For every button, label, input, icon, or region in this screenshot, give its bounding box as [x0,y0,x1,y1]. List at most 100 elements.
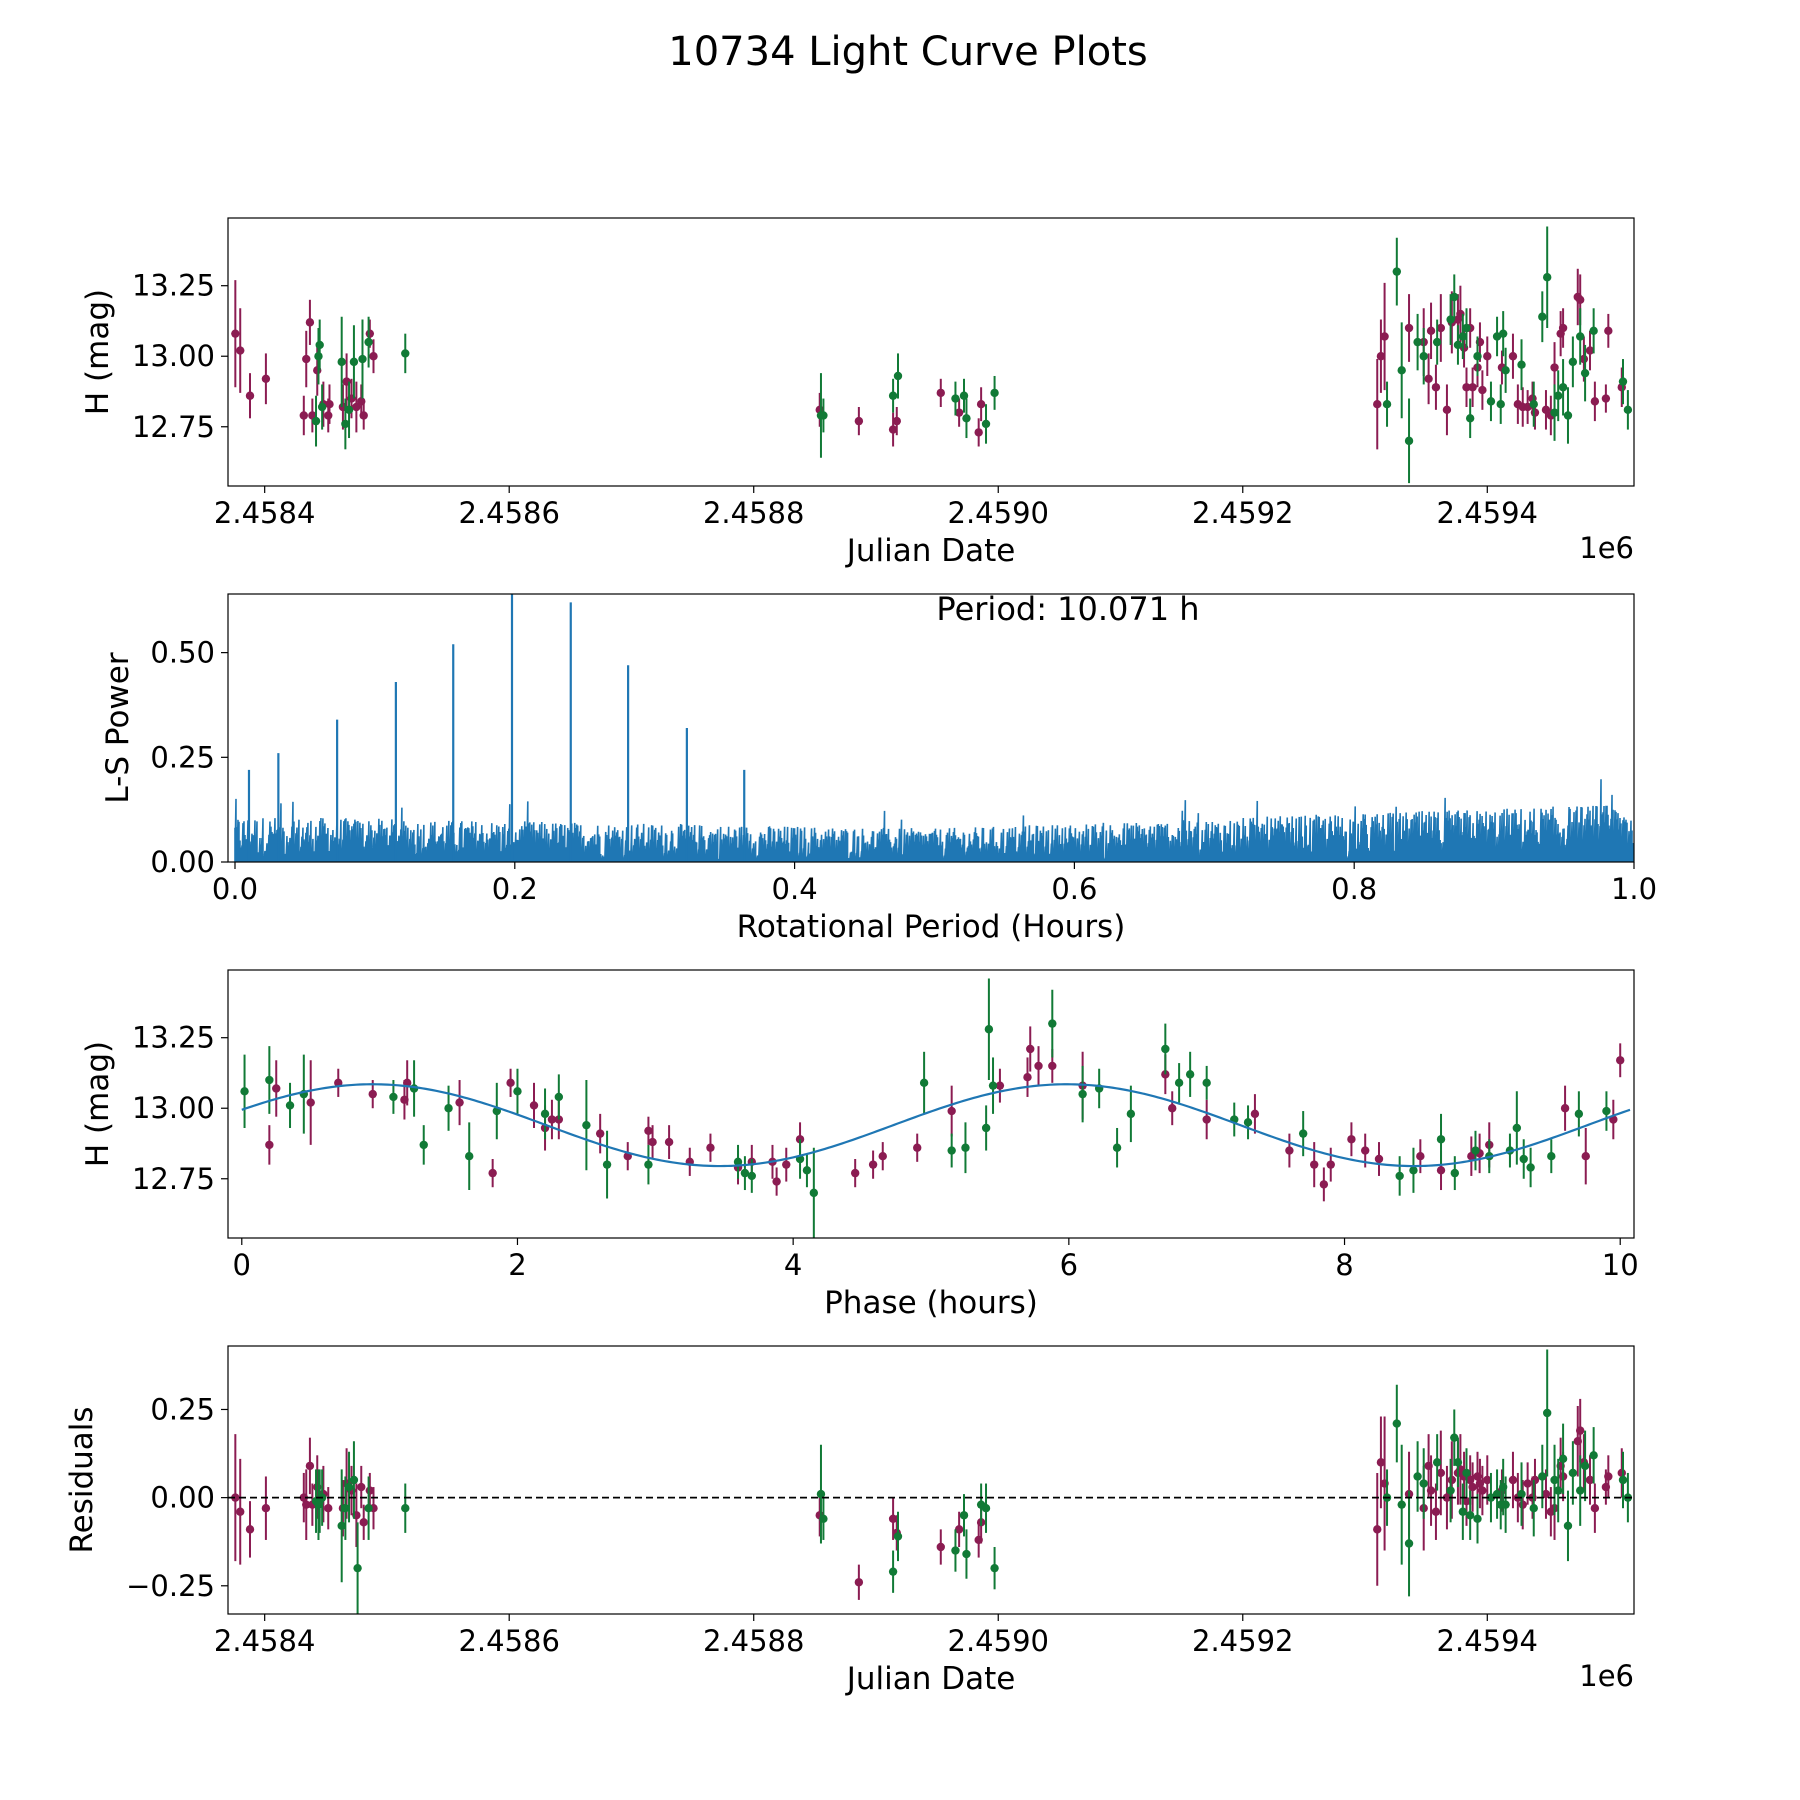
residuals-x-tick-label: 2.4584 [214,1624,315,1658]
light-curve-point [1517,360,1526,369]
light-curve-x-tick-label: 2.4590 [948,496,1049,530]
residuals-data-layer [228,1349,1634,1614]
light-curve-x-offset: 1e6 [1579,531,1634,565]
phased-x-tick-label: 4 [784,1248,802,1282]
light-curve-point [1458,332,1468,341]
residuals-point [1542,1408,1552,1418]
light-curve-point [1618,377,1628,386]
residuals-x-tick-label: 2.4590 [948,1624,1049,1658]
periodogram-x-tick-label: 0.6 [1051,872,1097,906]
residuals-point [1413,1472,1422,1481]
light-curve-point [245,391,255,400]
phased-ticks: 0 2 4 6 8 10 12.75 13.00 13.25 [132,1021,1639,1282]
phased-axes-frame [227,969,1635,1239]
light-curve-point [1580,368,1590,378]
periodogram-x-tick-label: 0.2 [492,872,538,906]
residuals-point [1541,1489,1551,1499]
phased-point [1126,1109,1136,1119]
light-curve-point [1413,337,1422,347]
residuals-point [261,1504,271,1513]
phased-point [1547,1151,1556,1161]
phased-point [772,1177,781,1186]
light-curve-point [352,402,361,412]
phased-x-tick-label: 0 [233,1248,251,1282]
light-curve-point [314,352,323,361]
light-curve-point [369,352,378,361]
light-curve-point [324,411,333,420]
residuals-point [1589,1451,1598,1460]
light-curve-point [892,416,901,426]
residuals-point [1392,1419,1402,1428]
light-curve-ylabel: H (mag) [80,289,116,415]
light-curve-y-tick-label: 12.75 [132,410,215,444]
phased-point [272,1084,281,1093]
phased-point [1048,1061,1057,1071]
phased-point [1250,1109,1260,1119]
residuals-point [888,1567,898,1576]
light-curve-point [1576,332,1585,341]
phased-point [878,1151,887,1161]
phased-model-curve [241,1083,1631,1168]
phased-point [1285,1146,1294,1155]
residuals-point [1517,1489,1526,1499]
light-curve-point [1376,352,1386,361]
light-curve-point [1542,273,1552,282]
phased-point [981,1123,991,1133]
residuals-point [1563,1521,1573,1531]
phased-y-tick-label: 12.75 [132,1162,215,1196]
residuals-point [231,1493,240,1502]
phased-x-tick-label: 10 [1602,1248,1639,1282]
residuals-point [1431,1507,1441,1516]
residuals-point [1436,1468,1446,1478]
phased-point [529,1101,539,1110]
residuals-point [337,1521,346,1531]
light-curve-point [1382,399,1392,409]
residuals-point [936,1542,945,1552]
phased-point [1034,1061,1043,1071]
phased-point [733,1157,743,1167]
residuals-point [893,1532,903,1541]
residuals-y-tick-label: 0.00 [150,1481,215,1515]
periodogram-y-tick-label: 0.00 [150,845,215,879]
light-curve-point [1450,292,1459,302]
residuals-panel: 2.4584 2.4586 2.4588 2.4590 2.4592 2.4594 −0.2… [64,1345,1635,1697]
phased-point [1202,1115,1211,1124]
phased-data-layer [240,978,1631,1238]
residuals-point [1462,1468,1471,1478]
phased-point [513,1087,522,1096]
residuals-point [854,1578,864,1587]
residuals-point [1373,1525,1382,1534]
residuals-point [1501,1500,1510,1509]
light-curve-point [1498,329,1508,338]
phased-point [919,1078,929,1088]
light-curve-point [315,340,324,350]
residuals-point [1617,1468,1626,1478]
residuals-point [359,1518,368,1527]
phased-point [1512,1123,1522,1133]
phased-point [648,1137,657,1147]
light-curve-point [1432,337,1442,347]
light-curve-point [936,388,945,398]
phased-point [1243,1118,1253,1127]
phased-point [1574,1109,1584,1119]
phased-point [1026,1044,1035,1054]
light-curve-point [1623,405,1633,415]
light-curve-point [317,402,327,412]
light-curve-point [311,416,321,426]
residuals-point [888,1514,898,1523]
light-curve-point [231,329,240,338]
phased-point [1202,1078,1211,1088]
light-curve-point [959,391,969,400]
light-curve-point [1538,312,1547,321]
light-curve-point [974,428,983,437]
phased-x-tick-label: 2 [508,1248,526,1282]
phased-point [1174,1078,1184,1088]
residuals-point [1518,1500,1527,1509]
periodogram-y-tick-label: 0.50 [150,636,215,670]
periodogram-x-tick-label: 0.0 [212,872,258,906]
residuals-point [1376,1458,1386,1467]
residuals-point [1558,1454,1568,1464]
residuals-point [1576,1426,1585,1435]
residuals-point [1478,1486,1487,1495]
light-curve-point [1397,366,1406,375]
